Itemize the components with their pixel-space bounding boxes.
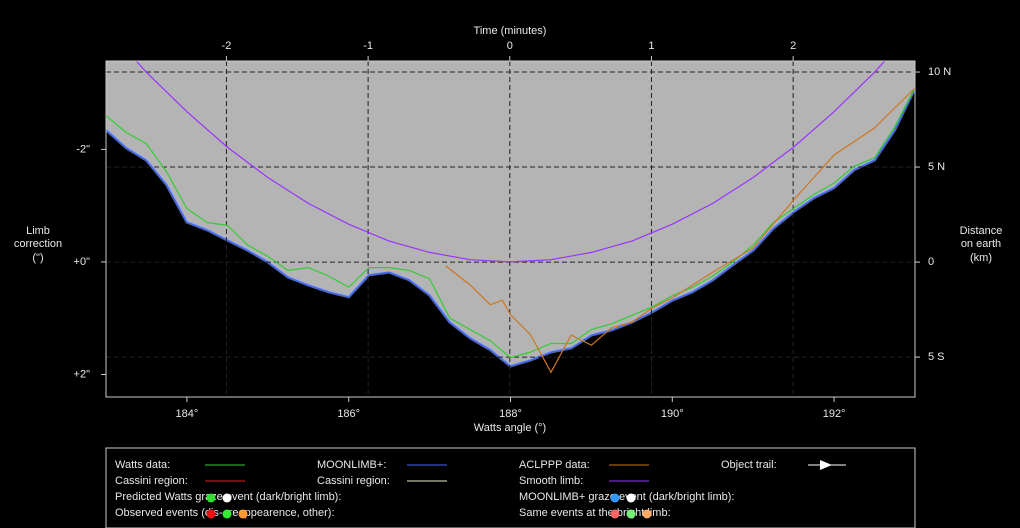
moon-area (106, 61, 915, 366)
legend-dot (206, 493, 216, 503)
y2-tick-label: 0 (928, 256, 934, 268)
x2-tick-label: -2 (222, 40, 232, 52)
series-line (135, 61, 886, 263)
legend-box (105, 447, 916, 528)
series-line (106, 87, 915, 367)
y-axis-title: correction (14, 238, 62, 250)
y2-tick-label: 10 N (928, 66, 951, 78)
y-axis-title: Limb (26, 225, 50, 237)
y2-axis-title: (km) (970, 252, 992, 264)
x2-tick-label: -1 (363, 40, 373, 52)
y-tick-label: -2" (76, 143, 90, 155)
series-line (106, 87, 915, 359)
legend-dot (626, 509, 636, 519)
legend-label: Object trail: (721, 459, 777, 471)
x-tick-label: 192° (823, 408, 846, 420)
y2-axis-title: Distance (960, 225, 1003, 237)
x2-axis-title: Time (minutes) (474, 25, 547, 37)
x-tick-label: 190° (661, 408, 684, 420)
x-axis-title: Watts angle (°) (474, 422, 546, 434)
y2-axis-title: on earth (961, 238, 1001, 250)
legend-dot (610, 509, 620, 519)
legend-label: ACLPPP data: (519, 459, 590, 471)
x2-tick-label: 1 (648, 40, 654, 52)
legend-label: Smooth limb: (519, 475, 583, 487)
legend-dot (238, 509, 248, 519)
legend-dot (222, 509, 232, 519)
y2-tick-label: 5 N (928, 161, 945, 173)
y-axis-title: (") (32, 252, 43, 264)
legend-dot (642, 509, 652, 519)
legend-dot (222, 493, 232, 503)
legend-label: Cassini region: (317, 475, 390, 487)
y-tick-label: +0" (74, 256, 91, 268)
legend-label: MOONLIMB+: (317, 459, 386, 471)
x-tick-label: 186° (337, 408, 360, 420)
legend-dot (206, 509, 216, 519)
legend-label: Cassini region: (115, 475, 188, 487)
plot (106, 61, 915, 397)
series-line (445, 87, 915, 374)
x-tick-label: 184° (176, 408, 199, 420)
legend-label: Watts data: (115, 459, 170, 471)
legend-dot (610, 493, 620, 503)
y-tick-label: +2" (74, 368, 91, 380)
x-tick-label: 188° (499, 408, 522, 420)
x2-tick-label: 2 (790, 40, 796, 52)
legend-dot (626, 493, 636, 503)
x2-tick-label: 0 (507, 40, 513, 52)
legend-arrow (820, 460, 832, 470)
y2-tick-label: 5 S (928, 351, 945, 363)
